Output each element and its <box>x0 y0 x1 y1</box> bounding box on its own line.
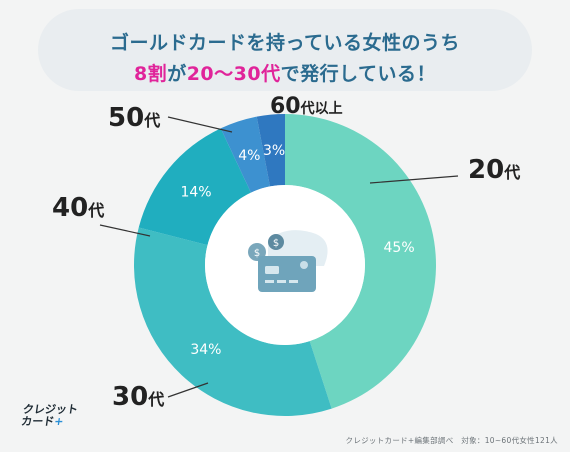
title-highlight-8wari: 8割 <box>133 63 168 85</box>
logo: クレジット カード+ <box>20 403 83 428</box>
value-label-0: 45% <box>384 240 415 256</box>
category-label-2: 40代 <box>52 193 104 223</box>
logo-plus: + <box>53 415 65 428</box>
slice-4 <box>256 114 285 187</box>
value-label-1: 34% <box>190 342 221 358</box>
title-text-suffix: で発行している！ <box>280 63 437 85</box>
logo-text: カード <box>20 415 56 428</box>
credit-card-icon: $ $ <box>248 230 328 292</box>
category-label-0: 20代 <box>468 155 520 185</box>
value-label-3: 4% <box>238 148 260 164</box>
slice-1 <box>133 227 332 416</box>
logo-line2: カード+ <box>20 415 82 428</box>
slice-3 <box>220 116 271 193</box>
svg-text:$: $ <box>273 238 279 249</box>
title-line1: ゴールドカードを持っている女性のうち <box>109 32 461 54</box>
svg-text:$: $ <box>254 248 260 259</box>
slice-2 <box>138 128 251 246</box>
leader-line-3 <box>167 116 233 133</box>
source-note: クレジットカード+編集部調べ 対象：10~60代女性121人 <box>345 436 558 445</box>
title-line2: 8割が20〜30代で発行している！ <box>38 59 532 86</box>
title-highlight-age: 20〜30代 <box>186 63 281 85</box>
value-label-2: 14% <box>180 184 211 200</box>
leader-line-2 <box>99 224 151 237</box>
title-text-ga: が <box>167 63 187 85</box>
value-label-4: 3% <box>263 143 285 159</box>
leader-line-0 <box>369 175 459 184</box>
category-label-1: 30代 <box>112 382 164 412</box>
slice-0 <box>285 114 436 409</box>
title-banner: ゴールドカードを持っている女性のうち 8割が20〜30代で発行している！ <box>38 9 532 91</box>
category-label-4: 60代以上 <box>270 94 343 119</box>
leader-line-1 <box>167 382 209 398</box>
category-label-3: 50代 <box>108 103 160 133</box>
